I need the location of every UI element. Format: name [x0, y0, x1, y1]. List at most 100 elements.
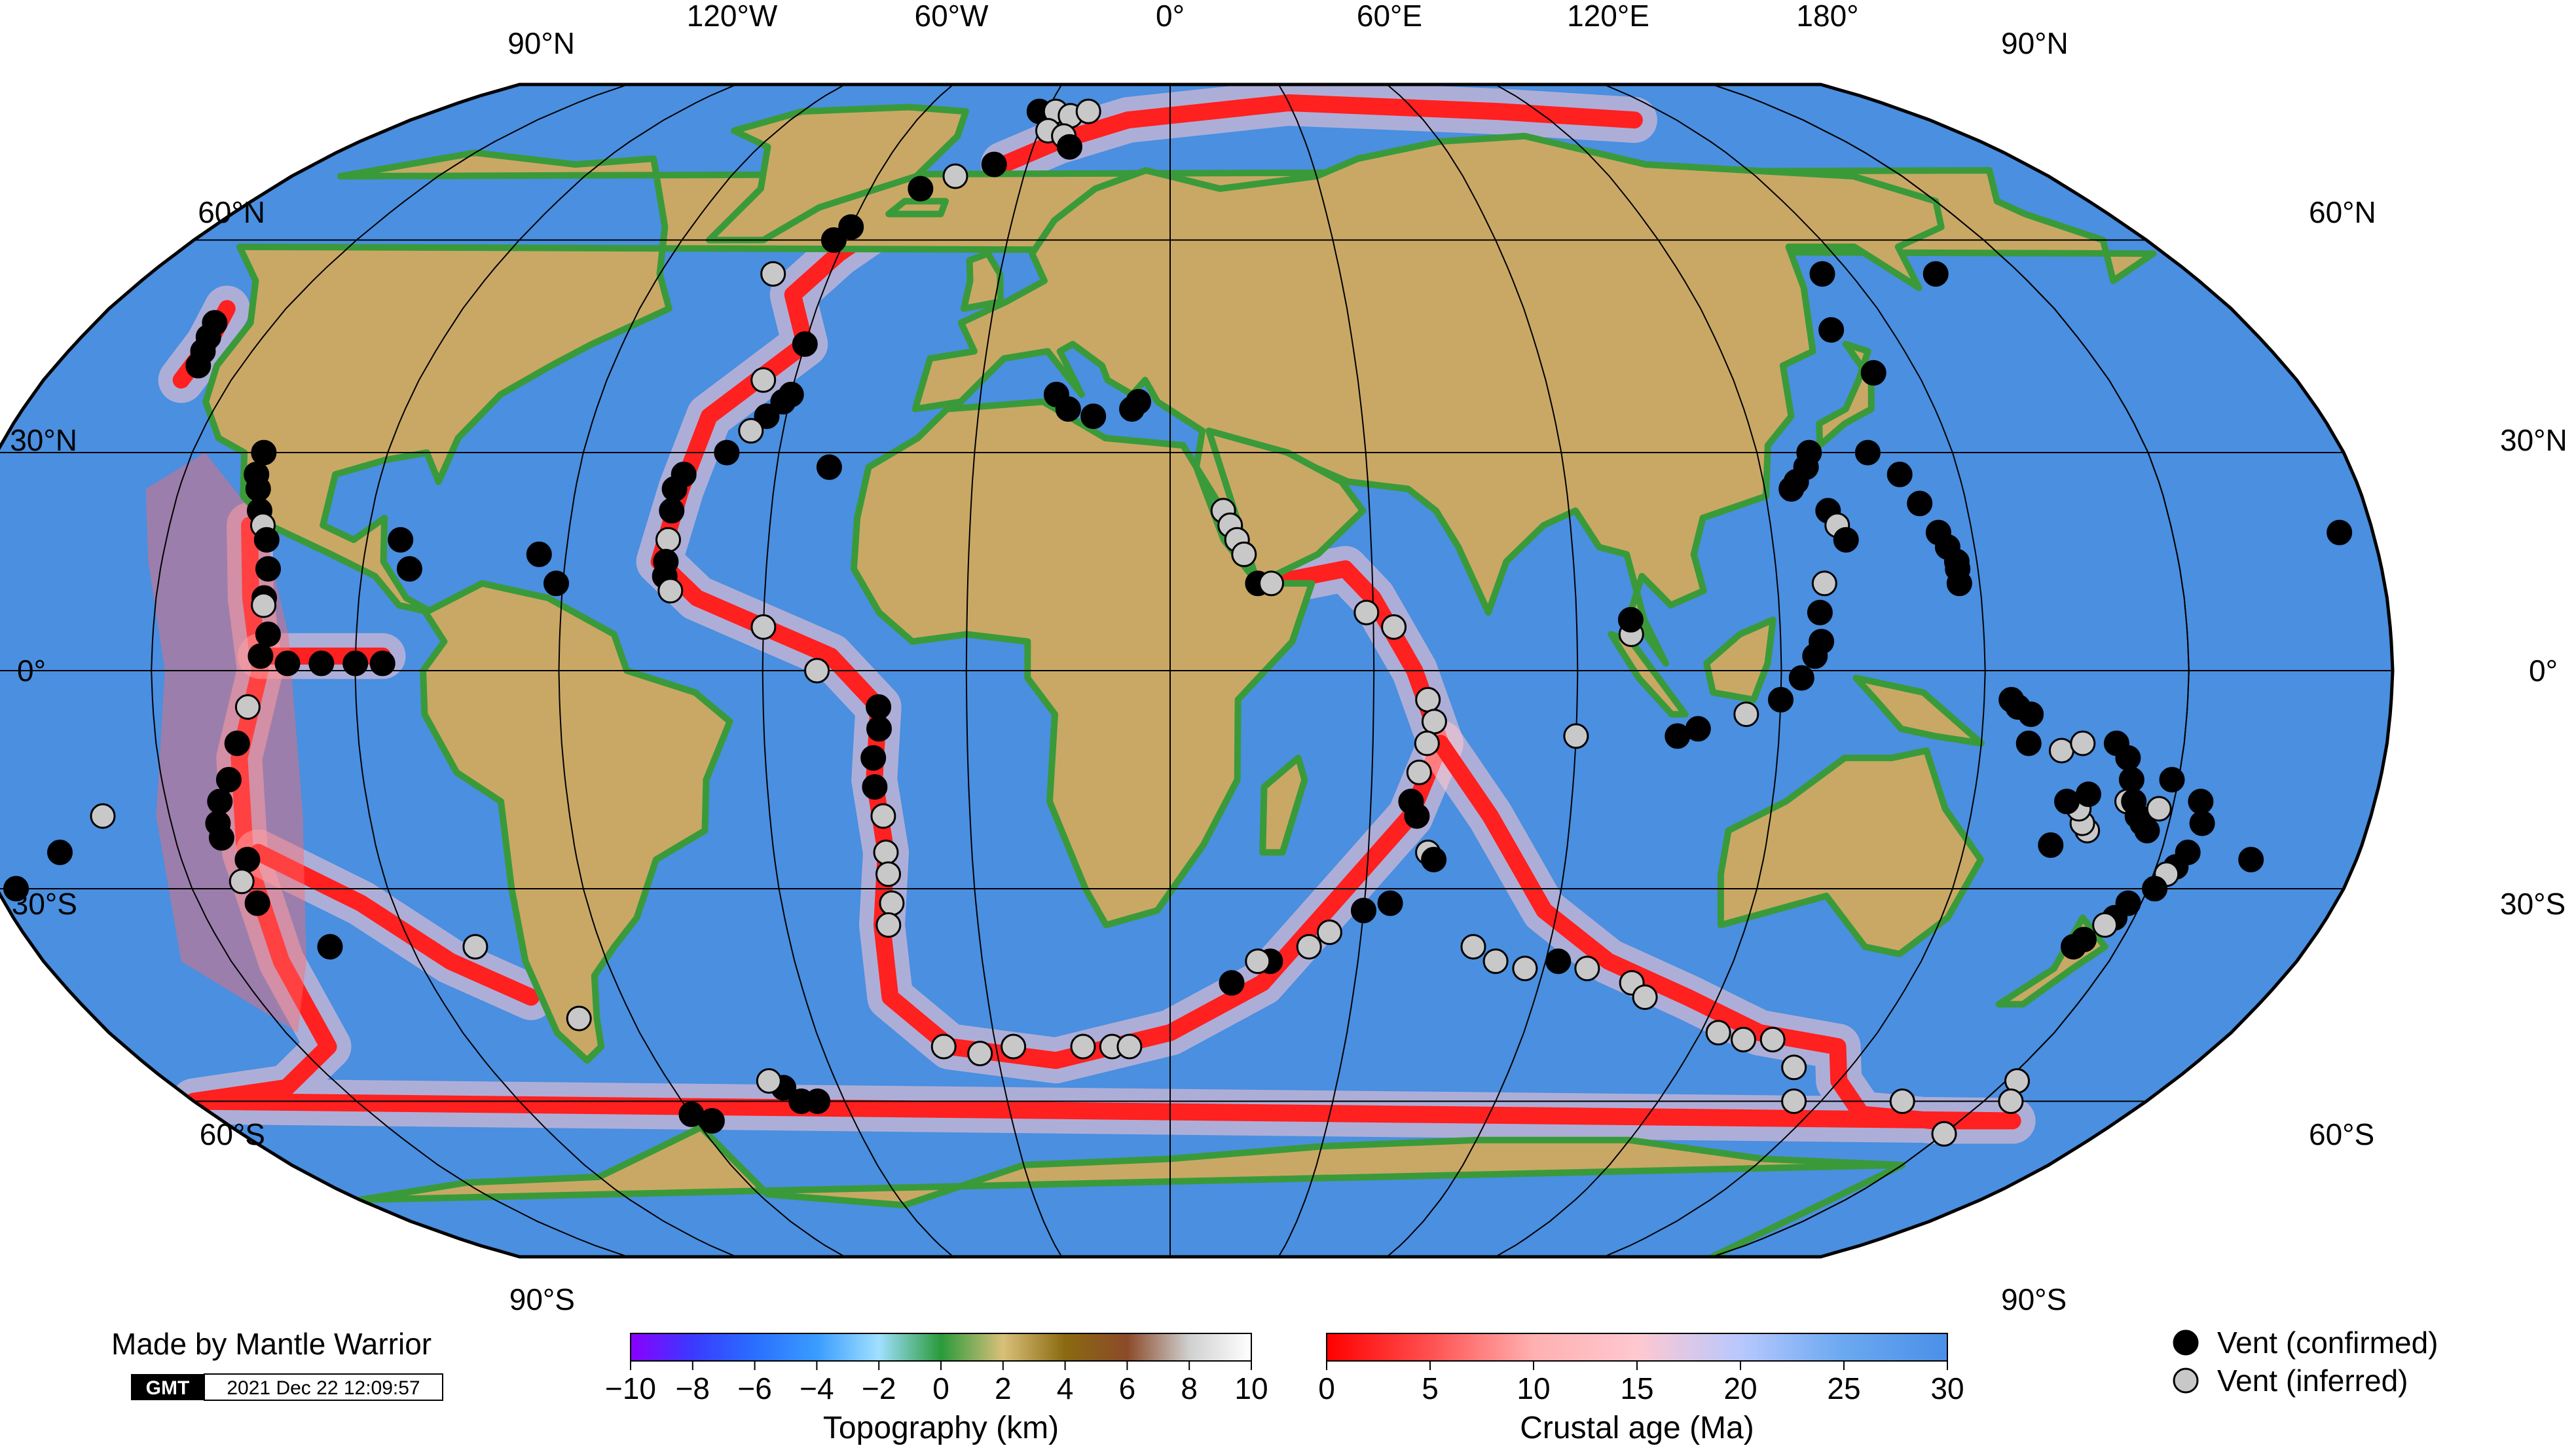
vent-confirmed [1404, 803, 1430, 829]
vent-confirmed [2188, 789, 2214, 815]
vent-confirmed [1860, 360, 1886, 386]
vent-inferred [750, 367, 777, 393]
vent-confirmed [396, 556, 422, 582]
vent-confirmed [207, 789, 233, 815]
vent-confirmed [3, 876, 29, 902]
vent-confirmed [659, 498, 685, 524]
topography-colorbar-ramp [630, 1333, 1252, 1362]
vent-confirmed [770, 388, 796, 415]
vent-confirmed [792, 331, 818, 357]
vent-inferred [1421, 709, 1447, 735]
vent-confirmed [2115, 745, 2141, 771]
vent-confirmed [2118, 767, 2144, 792]
colorbar-tick-label: 6 [1119, 1371, 1136, 1405]
timestamp: 2021 Dec 22 12:09:57 [227, 1377, 420, 1399]
vent-confirmed [981, 151, 1007, 177]
vent-confirmed [245, 476, 271, 502]
vent-confirmed [224, 730, 250, 756]
vent-confirmed [543, 570, 569, 597]
vent-confirmed [2189, 810, 2215, 836]
vent-inferred [756, 1068, 782, 1094]
topography-colorbar: −10 −8 −6 −4 −2 0 2 4 6 8 10 Topography (km) [605, 1333, 1268, 1445]
vent-inferred [251, 592, 277, 618]
vent-inferred [1231, 541, 1257, 567]
vent-confirmed [1907, 491, 1933, 517]
vent-inferred [1632, 984, 1658, 1011]
vent-confirmed [1055, 396, 1081, 422]
lat-label-right-30s: 30°S [2500, 887, 2566, 921]
vent-inferred [1931, 1121, 1957, 1147]
vent-confirmed [1809, 261, 1835, 287]
author-credit: Made by Mantle Warrior [111, 1327, 432, 1361]
timestamp-box [204, 1373, 443, 1401]
vent-confirmed [1377, 890, 1403, 916]
vent-confirmed [1351, 897, 1376, 923]
vent-inferred [1460, 934, 1486, 960]
vent-inferred [657, 578, 684, 604]
vent-confirmed [1768, 686, 1794, 713]
colorbar-tick-label: 25 [1827, 1371, 1860, 1405]
vent-inferred [1316, 920, 1342, 945]
vent-inferred [1998, 1088, 2024, 1114]
lat-label-left-60n: 60°N [198, 195, 265, 229]
vent-confirmed [2159, 767, 2185, 792]
vent-confirmed [1665, 723, 1691, 749]
vent-confirmed [1126, 388, 1151, 415]
vent-inferred [2146, 796, 2172, 822]
lon-label-120w: 120°W [687, 0, 778, 33]
vent-inferred [1296, 934, 1322, 960]
vent-confirmed [1219, 970, 1245, 996]
vent-confirmed [369, 650, 396, 677]
map-frame [0, 83, 2395, 1259]
legend-inferred-marker [2173, 1367, 2199, 1394]
vent-inferred [930, 1033, 957, 1060]
vent-confirmed [1886, 461, 1913, 487]
lat-label-right-0: 0° [2529, 654, 2558, 688]
vent-inferred [1406, 759, 1432, 785]
vent-inferred [967, 1041, 993, 1067]
vent-confirmed [2238, 847, 2264, 872]
continent-iceland [885, 198, 949, 217]
vent-confirmed [860, 745, 887, 771]
vent-confirmed [255, 556, 281, 582]
colorbar-tick-label: 20 [1723, 1371, 1757, 1405]
continent-eurasia [911, 132, 1945, 667]
vent-confirmed [866, 716, 892, 742]
vent-inferred [1512, 956, 1538, 982]
colorbar-tick-label: −6 [737, 1371, 771, 1405]
colorbar-tick-label: −2 [862, 1371, 896, 1405]
lat-label-left-0: 0° [17, 654, 46, 688]
vent-inferred [750, 614, 777, 640]
vent-confirmed [1807, 599, 1833, 625]
vent-confirmed [308, 650, 335, 677]
colorbar-tick-label: −8 [676, 1371, 710, 1405]
vent-inferred [875, 912, 902, 938]
vent-confirmed [255, 622, 281, 647]
vent-confirmed [274, 650, 301, 677]
vent-inferred [804, 658, 830, 684]
vent-confirmed [1545, 948, 1572, 975]
vent-confirmed [248, 643, 274, 669]
lon-label-60w: 60°W [915, 0, 989, 33]
colorbar-tick-label: 10 [1234, 1371, 1268, 1405]
vent-confirmed [1421, 847, 1447, 872]
vent-confirmed [1946, 570, 1972, 597]
continent-antarctica [356, 1124, 1905, 1257]
lat-label-right-30n: 30°N [2500, 423, 2567, 457]
vent-confirmed [661, 476, 688, 502]
vent-confirmed [754, 403, 780, 430]
vent-inferred [90, 803, 116, 829]
credit-block: Made by Mantle Warrior GMT 2021 Dec 22 1… [111, 1327, 443, 1401]
colorbar-tick-label: 0 [932, 1371, 949, 1405]
vent-inferred [566, 1005, 592, 1032]
vent-inferred [879, 890, 905, 916]
vent-confirmed [678, 1101, 705, 1127]
vent-inferred [1415, 686, 1441, 713]
vent-confirmed [251, 439, 277, 466]
vent-confirmed [1778, 476, 1805, 502]
vent-confirmed [2054, 789, 2080, 815]
colorbar-tick-label: 8 [1181, 1371, 1198, 1405]
vent-inferred [1001, 1033, 1027, 1060]
crustal-age-colorbar: 0 5 10 15 20 25 30 Crustal age (Ma) [1318, 1333, 1964, 1445]
vent-confirmed [208, 825, 234, 851]
